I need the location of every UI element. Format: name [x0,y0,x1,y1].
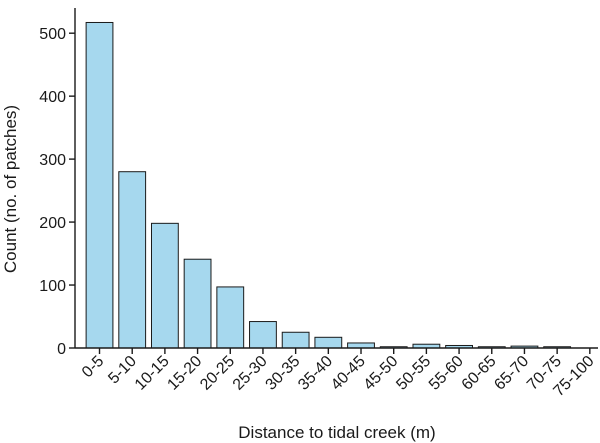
x-tick-label-10-15: 10-15 [132,353,173,394]
y-tick-label: 300 [39,152,66,169]
bar-15-20 [183,258,212,349]
bar-20-25 [216,286,245,349]
x-tick-label-60-65: 60-65 [459,353,500,394]
bar-0-5 [85,21,114,349]
x-tick-label-55-60: 55-60 [426,353,467,394]
x-tick-label-15-20: 15-20 [164,353,205,394]
x-tick-label-0-5: 0-5 [79,353,107,381]
x-axis-ticks: 0-55-1010-1515-2020-2525-3030-3535-4040-… [79,348,598,400]
y-tick-label: 0 [57,341,66,358]
y-tick-label: 500 [39,26,66,43]
y-axis-title: Count (no. of patches) [1,105,20,273]
y-tick-label: 200 [39,215,66,232]
x-tick-label-50-55: 50-55 [393,353,434,394]
bar-25-30 [249,321,277,349]
x-tick-label-45-50: 45-50 [361,353,402,394]
bar-35-40 [314,336,343,349]
bar-40-45 [347,342,375,349]
x-axis-title: Distance to tidal creek (m) [238,423,435,442]
bar-5-10 [118,171,147,349]
x-tick-label-65-70: 65-70 [491,353,532,394]
x-tick-label-20-25: 20-25 [197,353,238,394]
y-tick-label: 400 [39,89,66,106]
y-tick-label: 100 [39,278,66,295]
bars [85,21,572,349]
bar-10-15 [150,222,179,349]
x-tick-label-25-30: 25-30 [230,353,271,394]
bar-30-35 [281,331,310,349]
y-axis-ticks: 0 100 200 300 400 500 [39,26,75,358]
x-tick-label-40-45: 40-45 [328,353,369,394]
x-tick-label-35-40: 35-40 [295,353,336,394]
x-tick-label-30-35: 30-35 [263,353,304,394]
